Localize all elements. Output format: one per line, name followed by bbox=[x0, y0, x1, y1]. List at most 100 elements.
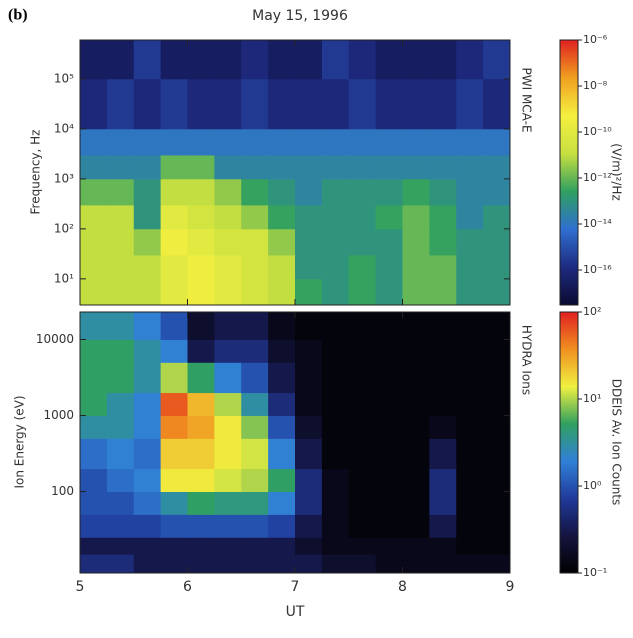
heatmap-cell bbox=[321, 362, 350, 394]
heatmap-cell bbox=[483, 491, 511, 515]
heatmap-cell bbox=[456, 205, 484, 230]
heatmap-cell bbox=[133, 491, 162, 515]
heatmap-cell bbox=[429, 438, 457, 470]
heatmap-cell bbox=[133, 554, 162, 574]
heatmap-cell bbox=[321, 128, 350, 156]
heatmap-cell bbox=[268, 468, 296, 492]
heatmap-cell bbox=[375, 255, 403, 280]
heatmap-cell bbox=[80, 228, 108, 256]
y-axis-label: Frequency, Hz bbox=[29, 130, 43, 215]
colorbar-tick-label: 10⁰ bbox=[583, 479, 602, 492]
heatmap-cell bbox=[160, 438, 188, 470]
heatmap-cell bbox=[295, 339, 323, 363]
heatmap-cell bbox=[321, 278, 350, 306]
heatmap-cell bbox=[133, 514, 162, 538]
heatmap-cell bbox=[348, 537, 377, 555]
heatmap-cell bbox=[348, 392, 377, 416]
heatmap-cell bbox=[402, 514, 430, 538]
heatmap-cell bbox=[80, 537, 108, 555]
heatmap-cell bbox=[456, 312, 484, 340]
heatmap-cell bbox=[348, 228, 377, 256]
y-tick-label: 100 bbox=[51, 484, 74, 498]
heatmap-cell bbox=[321, 312, 350, 340]
heatmap-cell bbox=[106, 392, 135, 416]
heatmap-cell bbox=[80, 255, 108, 280]
x-tick-label: 9 bbox=[506, 579, 515, 595]
heatmap-cell bbox=[160, 128, 188, 156]
heatmap-cell bbox=[348, 362, 377, 394]
heatmap-cell bbox=[187, 392, 215, 416]
heatmap-cell bbox=[375, 40, 403, 80]
heatmap-cell bbox=[106, 537, 135, 555]
heatmap-cell bbox=[429, 468, 457, 492]
heatmap-cell bbox=[348, 491, 377, 515]
heatmap-cell bbox=[187, 554, 215, 574]
heatmap-cell bbox=[214, 78, 242, 130]
heatmap-cell bbox=[160, 537, 188, 555]
heatmap-cell bbox=[241, 178, 269, 206]
heatmap-cell bbox=[483, 278, 511, 306]
heatmap-cell bbox=[241, 312, 269, 340]
heatmap-cell bbox=[80, 415, 108, 439]
heatmap-cell bbox=[375, 155, 403, 180]
heatmap-cell bbox=[295, 537, 323, 555]
heatmap-cell bbox=[187, 468, 215, 492]
heatmap-cell bbox=[402, 438, 430, 470]
heatmap-cell bbox=[268, 554, 296, 574]
colorbar bbox=[559, 39, 579, 306]
heatmap-cell bbox=[214, 339, 242, 363]
heatmap-cell bbox=[375, 278, 403, 306]
heatmap-cell bbox=[483, 155, 511, 180]
heatmap-cell bbox=[483, 438, 511, 470]
heatmap-cell bbox=[80, 178, 108, 206]
heatmap-cell bbox=[80, 155, 108, 180]
colorbar-tick-label: 10⁻¹ bbox=[583, 566, 607, 579]
heatmap-cell bbox=[402, 491, 430, 515]
heatmap-cell bbox=[375, 415, 403, 439]
heatmap-cell bbox=[321, 415, 350, 439]
heatmap-cell bbox=[321, 537, 350, 555]
heatmap-cell bbox=[268, 392, 296, 416]
heatmap-cell bbox=[187, 312, 215, 340]
heatmap-cell bbox=[80, 468, 108, 492]
heatmap-cell bbox=[429, 155, 457, 180]
heatmap-cell bbox=[106, 312, 135, 340]
heatmap-cell bbox=[268, 537, 296, 555]
heatmap-cell bbox=[214, 415, 242, 439]
heatmap-cell bbox=[133, 339, 162, 363]
heatmap-cell bbox=[133, 78, 162, 130]
heatmap-cell bbox=[187, 40, 215, 80]
heatmap-cell bbox=[429, 178, 457, 206]
heatmap-cell bbox=[214, 392, 242, 416]
heatmap-cell bbox=[160, 514, 188, 538]
heatmap-cell bbox=[160, 415, 188, 439]
heatmap-cell bbox=[348, 339, 377, 363]
heatmap-cell bbox=[106, 255, 135, 280]
heatmap-cell bbox=[402, 415, 430, 439]
y-tick-label: 10000 bbox=[36, 332, 74, 346]
heatmap-cell bbox=[160, 392, 188, 416]
heatmap-cell bbox=[348, 554, 377, 574]
heatmap-cell bbox=[80, 278, 108, 306]
heatmap-cell bbox=[241, 438, 269, 470]
heatmap-cell bbox=[321, 554, 350, 574]
heatmap-cell bbox=[456, 339, 484, 363]
heatmap-cell bbox=[241, 415, 269, 439]
heatmap-cell bbox=[321, 438, 350, 470]
heatmap-cell bbox=[429, 205, 457, 230]
heatmap-cell bbox=[106, 362, 135, 394]
heatmap-cell bbox=[106, 128, 135, 156]
heatmap-cell bbox=[241, 228, 269, 256]
heatmap-cell bbox=[348, 468, 377, 492]
heatmap-cell bbox=[429, 554, 457, 574]
heatmap-cell bbox=[295, 40, 323, 80]
y-tick-label: 10³ bbox=[54, 171, 74, 185]
y-axis-label: Ion Energy (eV) bbox=[13, 395, 27, 488]
heatmap-cell bbox=[160, 78, 188, 130]
heatmap-cell bbox=[295, 155, 323, 180]
colorbar-label: (V/m)²/Hz bbox=[610, 143, 624, 200]
heatmap-cell bbox=[402, 128, 430, 156]
heatmap-cell bbox=[241, 255, 269, 280]
heatmap-cell bbox=[106, 339, 135, 363]
heatmap-cell bbox=[402, 228, 430, 256]
